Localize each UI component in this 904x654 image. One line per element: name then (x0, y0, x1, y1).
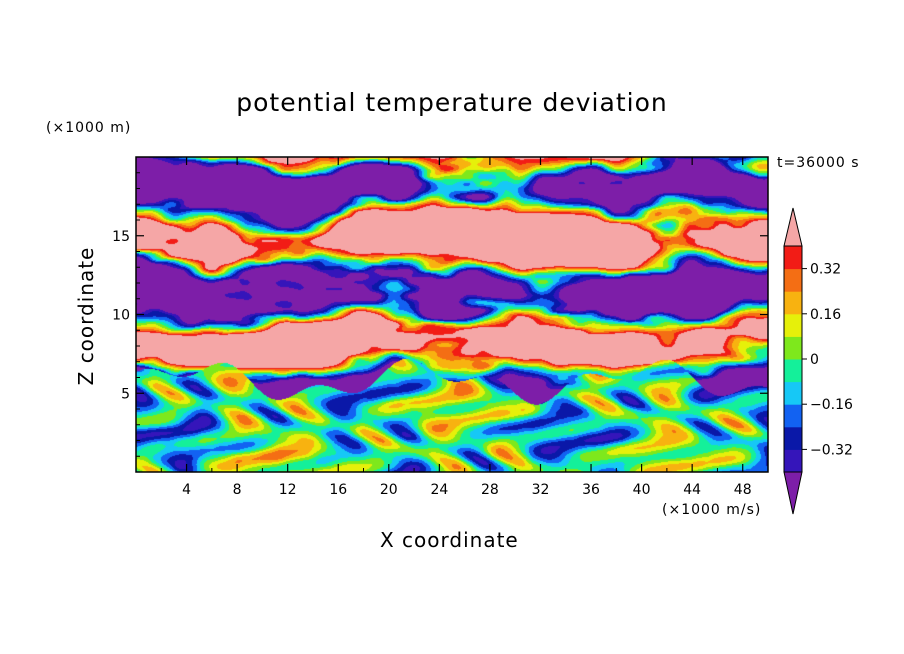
x-tick: 4 (182, 157, 191, 498)
x-tick-label: 48 (734, 482, 752, 498)
y-tick: 5 (121, 386, 768, 402)
x-tick: 32 (532, 157, 550, 498)
colorbar-bin (784, 336, 802, 360)
z-axis-unit: (×1000 m) (46, 120, 132, 136)
time-label: t=36000 s (777, 155, 860, 171)
contour-image (136, 157, 768, 472)
x-tick-label: 36 (582, 482, 600, 498)
x-tick: 40 (633, 157, 651, 498)
x-tick-label: 20 (380, 482, 398, 498)
x-tick: 28 (481, 157, 499, 498)
colorbar-tick: −0.16 (802, 397, 853, 413)
x-tick-label: 32 (532, 482, 550, 498)
colorbar-tick-label: −0.16 (810, 397, 853, 413)
colorbar-extend-max (783, 207, 803, 247)
x-tick: 20 (380, 157, 398, 498)
x-axis-label: X coordinate (380, 528, 519, 552)
contour-field (136, 157, 768, 472)
y-tick: 15 (112, 229, 768, 245)
y-tick: 10 (112, 308, 768, 324)
x-tick: 12 (279, 157, 297, 498)
colorbar-extend-min (783, 471, 803, 515)
colorbar-bin (784, 268, 802, 292)
x-tick-label: 28 (481, 482, 499, 498)
x-axis-unit: (×1000 m/s) (662, 502, 762, 518)
y-tick-label: 10 (112, 308, 130, 324)
x-tick: 16 (329, 157, 347, 498)
colorbar-bin (784, 381, 802, 405)
colorbar-tick: 0 (802, 352, 819, 368)
colorbar-bin (784, 291, 802, 315)
x-tick-label: 44 (683, 482, 701, 498)
colorbar-bin (784, 246, 802, 270)
colorbar-tick-label: −0.32 (810, 442, 853, 458)
colorbar-bin (784, 359, 802, 383)
y-tick-label: 5 (121, 386, 130, 402)
colorbar-tick-label: 0.16 (810, 307, 841, 323)
colorbar-tick-label: 0 (810, 352, 819, 368)
x-tick-label: 12 (279, 482, 297, 498)
colorbar-tick: −0.32 (802, 442, 853, 458)
x-tick-label: 40 (633, 482, 651, 498)
y-tick-label: 15 (112, 229, 130, 245)
colorbar-tick: 0.16 (802, 307, 841, 323)
x-tick: 44 (683, 157, 701, 498)
x-tick-label: 16 (329, 482, 347, 498)
x-tick-label: 24 (430, 482, 448, 498)
x-tick: 48 (734, 157, 752, 498)
x-tick-label: 8 (233, 482, 242, 498)
x-tick-label: 4 (182, 482, 191, 498)
colorbar-tick: 0.32 (802, 262, 841, 278)
colorbar: −0.32 −0.16 0 0.16 0.32 (783, 207, 853, 515)
x-tick: 24 (430, 157, 448, 498)
colorbar-bin (784, 404, 802, 428)
colorbar-bin (784, 313, 802, 337)
x-tick: 36 (582, 157, 600, 498)
colorbar-bin (784, 449, 802, 473)
x-tick: 8 (233, 157, 242, 498)
chart-title: potential temperature deviation (236, 88, 668, 117)
colorbar-bin (784, 426, 802, 450)
colorbar-tick-label: 0.32 (810, 262, 841, 278)
